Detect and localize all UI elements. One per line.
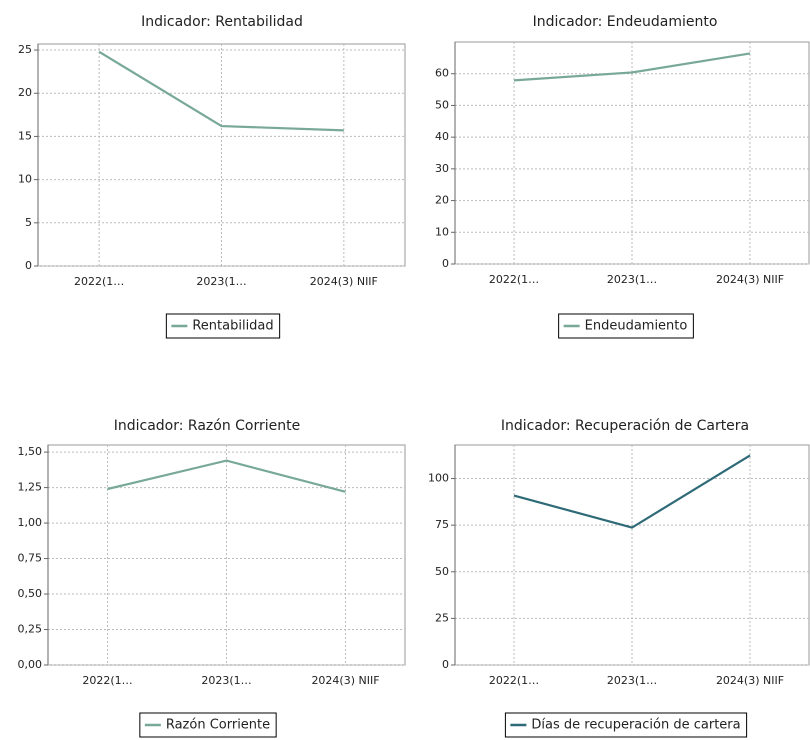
x-tick-label: 2024(3) NIIF (310, 275, 378, 288)
chart-title: Indicador: Recuperación de Cartera (501, 418, 749, 434)
legend-label: Razón Corriente (166, 718, 270, 733)
legend-box (139, 712, 277, 738)
data-line (107, 459, 346, 493)
y-tick-label: 100 (428, 472, 449, 485)
x-tick-label: 2022(1… (82, 674, 132, 687)
data-line (98, 50, 344, 132)
x-tick-label: 2023(1… (201, 674, 251, 687)
y-tick-label: 1,25 (18, 481, 43, 494)
y-tick-label: 5 (25, 216, 32, 229)
x-tick-label: 2023(1… (607, 674, 657, 687)
y-tick-label: 60 (435, 67, 449, 80)
y-tick-label: 50 (435, 565, 449, 578)
x-tick-label: 2024(3) NIIF (716, 273, 784, 286)
y-tick-label: 0,25 (18, 623, 43, 636)
x-tick-label: 2022(1… (489, 273, 539, 286)
x-tick-label: 2023(1… (607, 273, 657, 286)
chart: Indicador: Razón Corriente 0,00 0,25 0,50 0,… (18, 418, 406, 738)
y-tick-label: 50 (435, 98, 449, 111)
y-tick-label: 0 (442, 257, 449, 270)
y-tick-label: 10 (18, 173, 32, 186)
x-tick-label: 2022(1… (489, 674, 539, 687)
y-tick-label: 1,50 (18, 445, 43, 458)
legend: Endeudamiento (558, 313, 694, 339)
y-tick-label: 1,00 (18, 516, 43, 529)
y-tick-label: 10 (435, 225, 449, 238)
y-tick-label: 25 (435, 611, 449, 624)
x-tick-label: 2024(3) NIIF (716, 674, 784, 687)
data-line (513, 52, 751, 82)
y-tick-label: 0,75 (18, 552, 43, 565)
y-tick-label: 0,00 (18, 658, 43, 671)
y-tick-label: 15 (18, 129, 32, 142)
legend-box (558, 313, 694, 339)
chart: Indicador: Endeudamiento 0 10 20 30 40 50 60 202… (435, 14, 810, 339)
chart-title: Indicador: Endeudamiento (533, 14, 718, 30)
chart-title: Indicador: Razón Corriente (114, 418, 301, 434)
chart-title: Indicador: Rentabilidad (141, 14, 303, 30)
x-tick-label: 2024(3) NIIF (311, 674, 379, 687)
data-line (513, 454, 751, 529)
chart: Indicador: Rentabilidad 0 5 10 15 20 25 2022(1…… (18, 14, 406, 339)
y-tick-label: 40 (435, 130, 449, 143)
y-tick-label: 20 (435, 194, 449, 207)
legend-box (165, 313, 281, 339)
chart: Indicador: Recuperación de Cartera 0 25 50 7… (428, 418, 810, 738)
legend: Rentabilidad (165, 313, 281, 339)
x-tick-label: 2022(1… (74, 275, 124, 288)
legend-label: Endeudamiento (585, 319, 688, 334)
legend-label: Días de recuperación de cartera (531, 718, 740, 733)
legend: Días de recuperación de cartera (504, 712, 748, 738)
legend-label: Rentabilidad (192, 319, 273, 334)
y-tick-label: 0 (442, 658, 449, 671)
legend-box (504, 712, 748, 738)
y-tick-label: 30 (435, 162, 449, 175)
legend: Razón Corriente (139, 712, 277, 738)
y-tick-label: 25 (18, 43, 32, 56)
y-tick-label: 0,50 (18, 587, 43, 600)
y-tick-label: 0 (25, 259, 32, 272)
y-tick-label: 20 (18, 86, 32, 99)
y-tick-label: 75 (435, 518, 449, 531)
x-tick-label: 2023(1… (196, 275, 246, 288)
